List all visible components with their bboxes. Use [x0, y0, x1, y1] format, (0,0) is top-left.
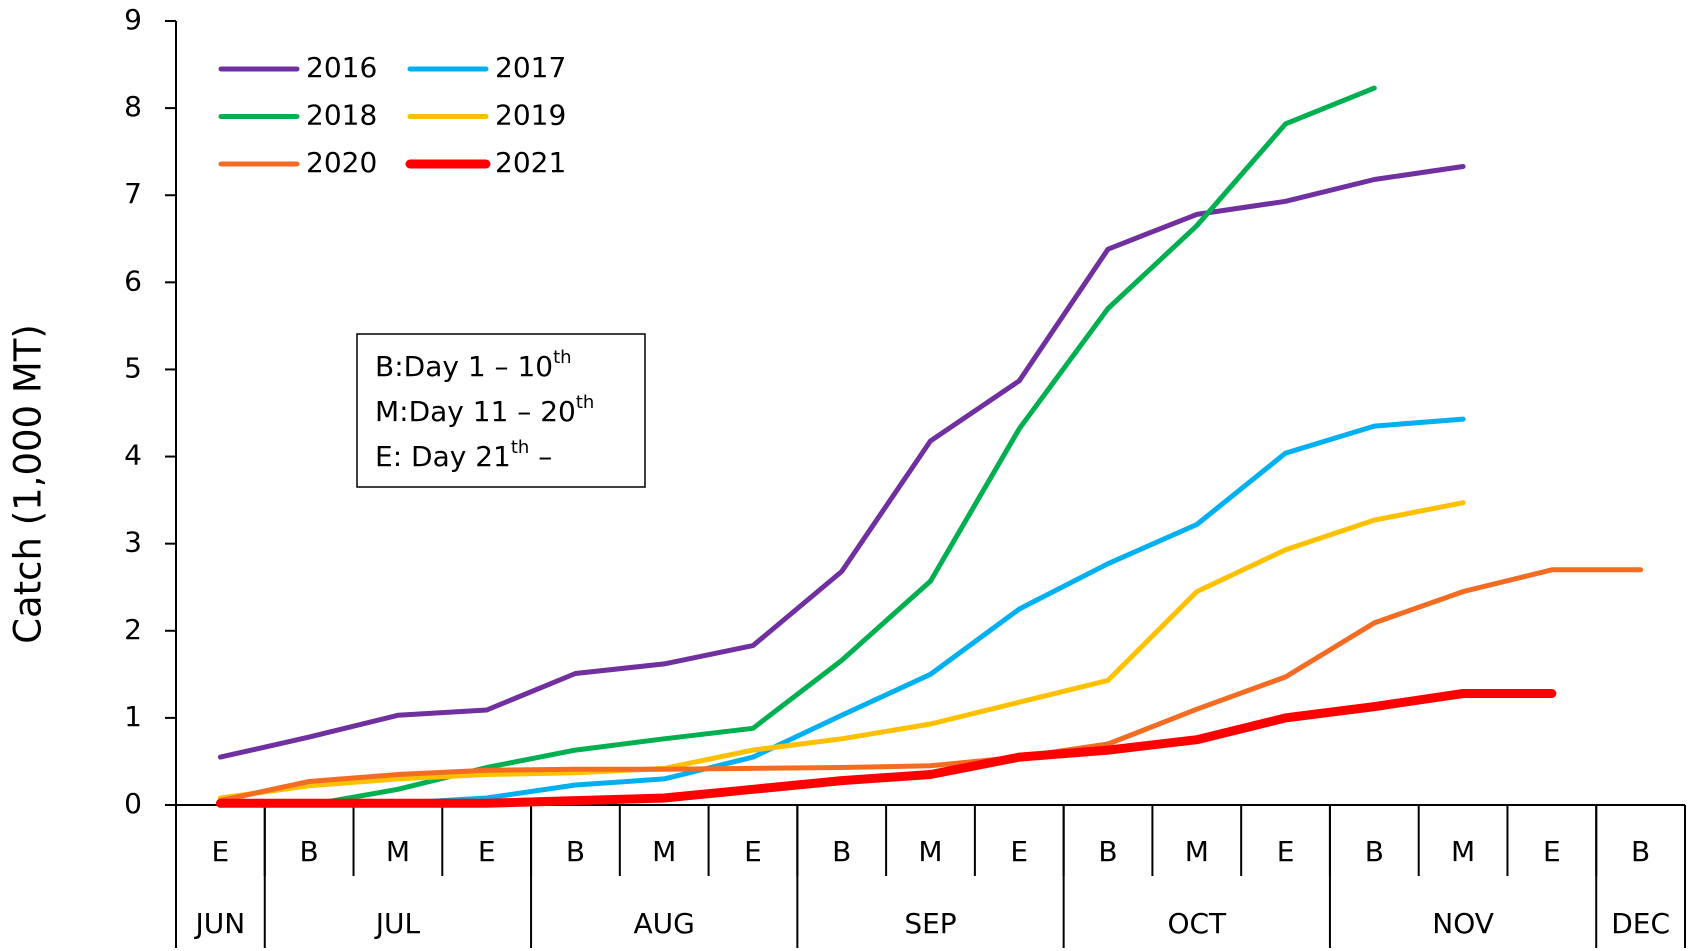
x-tick-label: M	[1451, 835, 1475, 868]
month-label: NOV	[1432, 907, 1494, 940]
x-tick-label: B	[566, 835, 585, 868]
series-line	[215, 689, 1557, 808]
y-tick-label: 2	[124, 613, 142, 646]
legend-label: 2020	[306, 146, 377, 179]
legend-label: 2018	[306, 99, 377, 132]
x-tick-label: E	[744, 835, 762, 868]
month-label: JUN	[194, 907, 246, 940]
series-line	[217, 85, 1377, 808]
x-tick-label: B	[1631, 835, 1650, 868]
annotation-box	[356, 333, 646, 488]
legend-label: 2016	[306, 51, 377, 84]
x-tick-label: B	[1365, 835, 1384, 868]
legend-label: 2019	[495, 99, 566, 132]
x-tick-label: E	[1010, 835, 1028, 868]
legend-label: 2021	[495, 146, 566, 179]
series-line	[217, 567, 1644, 804]
x-tick-label: M	[1185, 835, 1209, 868]
x-tick-label: M	[386, 835, 410, 868]
y-tick-label: 9	[124, 3, 142, 36]
y-tick-label: 1	[124, 700, 142, 733]
x-tick-label: B	[832, 835, 851, 868]
y-tick-label: 6	[124, 264, 142, 297]
month-label: SEP	[904, 907, 956, 940]
legend-label: 2017	[495, 51, 566, 84]
month-label: JUL	[374, 907, 421, 940]
month-label: AUG	[634, 907, 695, 940]
x-tick-label: B	[300, 835, 319, 868]
y-tick-label: 7	[124, 177, 142, 210]
annotation-text: B:Day 1 – 10th	[375, 347, 572, 383]
series-line	[217, 164, 1466, 760]
x-tick-label: E	[1543, 835, 1561, 868]
annotation-text: M:Day 11 – 20th	[375, 392, 594, 428]
y-tick-label: 8	[124, 90, 142, 123]
y-tick-label: 5	[124, 351, 142, 384]
x-tick-label: E	[1277, 835, 1295, 868]
y-tick-label: 3	[124, 526, 142, 559]
y-tick-label: 0	[124, 787, 142, 820]
x-tick-label: B	[1098, 835, 1117, 868]
y-axis-label: Catch (1,000 MT)	[7, 324, 50, 644]
month-label: OCT	[1167, 907, 1227, 940]
annotation-text: E: Day 21th –	[375, 437, 552, 473]
x-tick-label: E	[212, 835, 230, 868]
x-tick-label: M	[918, 835, 942, 868]
y-tick-label: 4	[124, 439, 142, 472]
series-line	[217, 500, 1466, 801]
x-tick-label: M	[652, 835, 676, 868]
x-tick-label: E	[478, 835, 496, 868]
month-label: DEC	[1611, 907, 1670, 940]
